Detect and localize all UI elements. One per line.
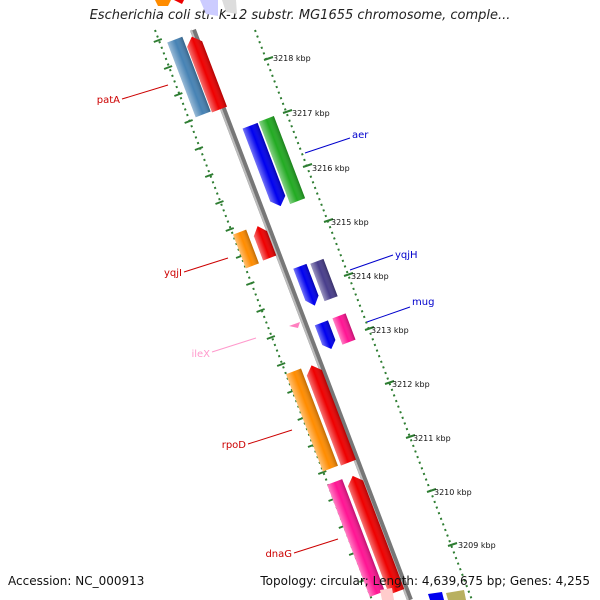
feature-patA[interactable] bbox=[184, 34, 227, 113]
gene-label-yqjH[interactable]: yqjH bbox=[349, 250, 418, 271]
ruler-tick: 3210 kbp bbox=[426, 488, 472, 497]
svg-text:3218 kbp: 3218 kbp bbox=[273, 54, 311, 63]
ruler-tick: 3211 kbp bbox=[405, 434, 451, 443]
gene-labels: patA aer yqjH yqjI mug ileX rpoD dnaG bbox=[97, 84, 434, 560]
inner-tick bbox=[215, 200, 224, 205]
svg-text:yqjI: yqjI bbox=[164, 268, 182, 279]
svg-text:3213 kbp: 3213 kbp bbox=[371, 326, 409, 335]
svg-text:aer: aer bbox=[352, 130, 369, 141]
feature-yqjH[interactable] bbox=[310, 258, 338, 302]
feature-ileX[interactable] bbox=[289, 322, 300, 328]
gene-label-rpoD[interactable]: rpoD bbox=[222, 429, 293, 451]
inner-tick bbox=[245, 281, 255, 286]
svg-text:yqjH: yqjH bbox=[395, 250, 418, 261]
ruler-tick: 3209 kbp bbox=[447, 541, 496, 550]
feature-dnaG[interactable] bbox=[327, 479, 385, 597]
svg-text:rpoD: rpoD bbox=[222, 440, 247, 451]
inner-tick bbox=[194, 146, 204, 151]
gene-label-patA[interactable]: patA bbox=[97, 84, 169, 106]
svg-text:3211 kbp: 3211 kbp bbox=[413, 434, 451, 443]
svg-text:3210 kbp: 3210 kbp bbox=[434, 488, 472, 497]
inner-tick bbox=[256, 308, 265, 313]
feature-aer[interactable] bbox=[242, 122, 288, 209]
inner-tick bbox=[163, 65, 173, 70]
svg-text:mug: mug bbox=[412, 297, 434, 308]
inner-tick bbox=[204, 173, 214, 178]
ruler-tick: 3218 kbp bbox=[263, 54, 311, 63]
inner-tick bbox=[153, 38, 163, 43]
genome-stats: Topology: circular; Length: 4,639,675 bp… bbox=[260, 574, 590, 588]
feature-patA-left[interactable] bbox=[167, 36, 211, 118]
svg-text:3217 kbp: 3217 kbp bbox=[292, 109, 330, 118]
inner-tick bbox=[266, 335, 276, 340]
feature-dnaG-adjacent[interactable] bbox=[345, 473, 405, 595]
ruler-tick: 3213 kbp bbox=[364, 326, 409, 335]
svg-text:patA: patA bbox=[97, 95, 120, 106]
svg-text:3212 kbp: 3212 kbp bbox=[392, 380, 430, 389]
accession-info: Accession: NC_000913 bbox=[8, 574, 145, 588]
feature-yqjI[interactable] bbox=[233, 229, 259, 269]
ruler-tick: 3212 kbp bbox=[384, 380, 430, 389]
ruler-tick: 3216 kbp bbox=[302, 163, 350, 173]
ruler-tick: 3217 kbp bbox=[282, 109, 330, 118]
gene-label-aer[interactable]: aer bbox=[304, 130, 369, 154]
kbp-ruler: 3218 kbp 3217 kbp 3216 kbp 3215 kbp 3214… bbox=[263, 54, 496, 550]
inner-tick bbox=[317, 470, 327, 475]
feature-rpoD-adjacent[interactable] bbox=[304, 363, 356, 466]
svg-text:3209 kbp: 3209 kbp bbox=[458, 541, 496, 550]
inner-tick bbox=[184, 119, 193, 124]
ruler-tick: 3214 kbp bbox=[343, 272, 389, 281]
feature-mug-left[interactable] bbox=[314, 320, 338, 351]
partial-features-bottom bbox=[380, 588, 466, 600]
gene-label-yqjI[interactable]: yqjI bbox=[164, 257, 229, 279]
feature-yqjH-left[interactable] bbox=[293, 263, 321, 308]
svg-text:3215 kbp: 3215 kbp bbox=[331, 218, 369, 227]
feature-yqjI-adjacent[interactable] bbox=[251, 224, 277, 261]
inner-tick bbox=[276, 362, 286, 367]
inner-tick bbox=[174, 92, 183, 97]
partial-features-top bbox=[155, 0, 237, 16]
feature-mug[interactable] bbox=[332, 313, 356, 345]
ruler-tick: 3215 kbp bbox=[323, 218, 369, 227]
svg-text:ileX: ileX bbox=[191, 349, 210, 360]
gene-label-mug[interactable]: mug bbox=[366, 297, 434, 323]
svg-text:dnaG: dnaG bbox=[265, 549, 292, 560]
feature-rpoD[interactable] bbox=[286, 368, 338, 472]
svg-text:3216 kbp: 3216 kbp bbox=[312, 164, 350, 173]
feature-aer-adjacent[interactable] bbox=[258, 116, 306, 204]
svg-text:3214 kbp: 3214 kbp bbox=[351, 272, 389, 281]
gene-label-dnaG[interactable]: dnaG bbox=[265, 538, 339, 560]
inner-tick bbox=[225, 227, 235, 232]
map-title: Escherichia coli str. K-12 substr. MG165… bbox=[89, 8, 511, 23]
gene-label-ileX[interactable]: ileX bbox=[191, 337, 257, 360]
